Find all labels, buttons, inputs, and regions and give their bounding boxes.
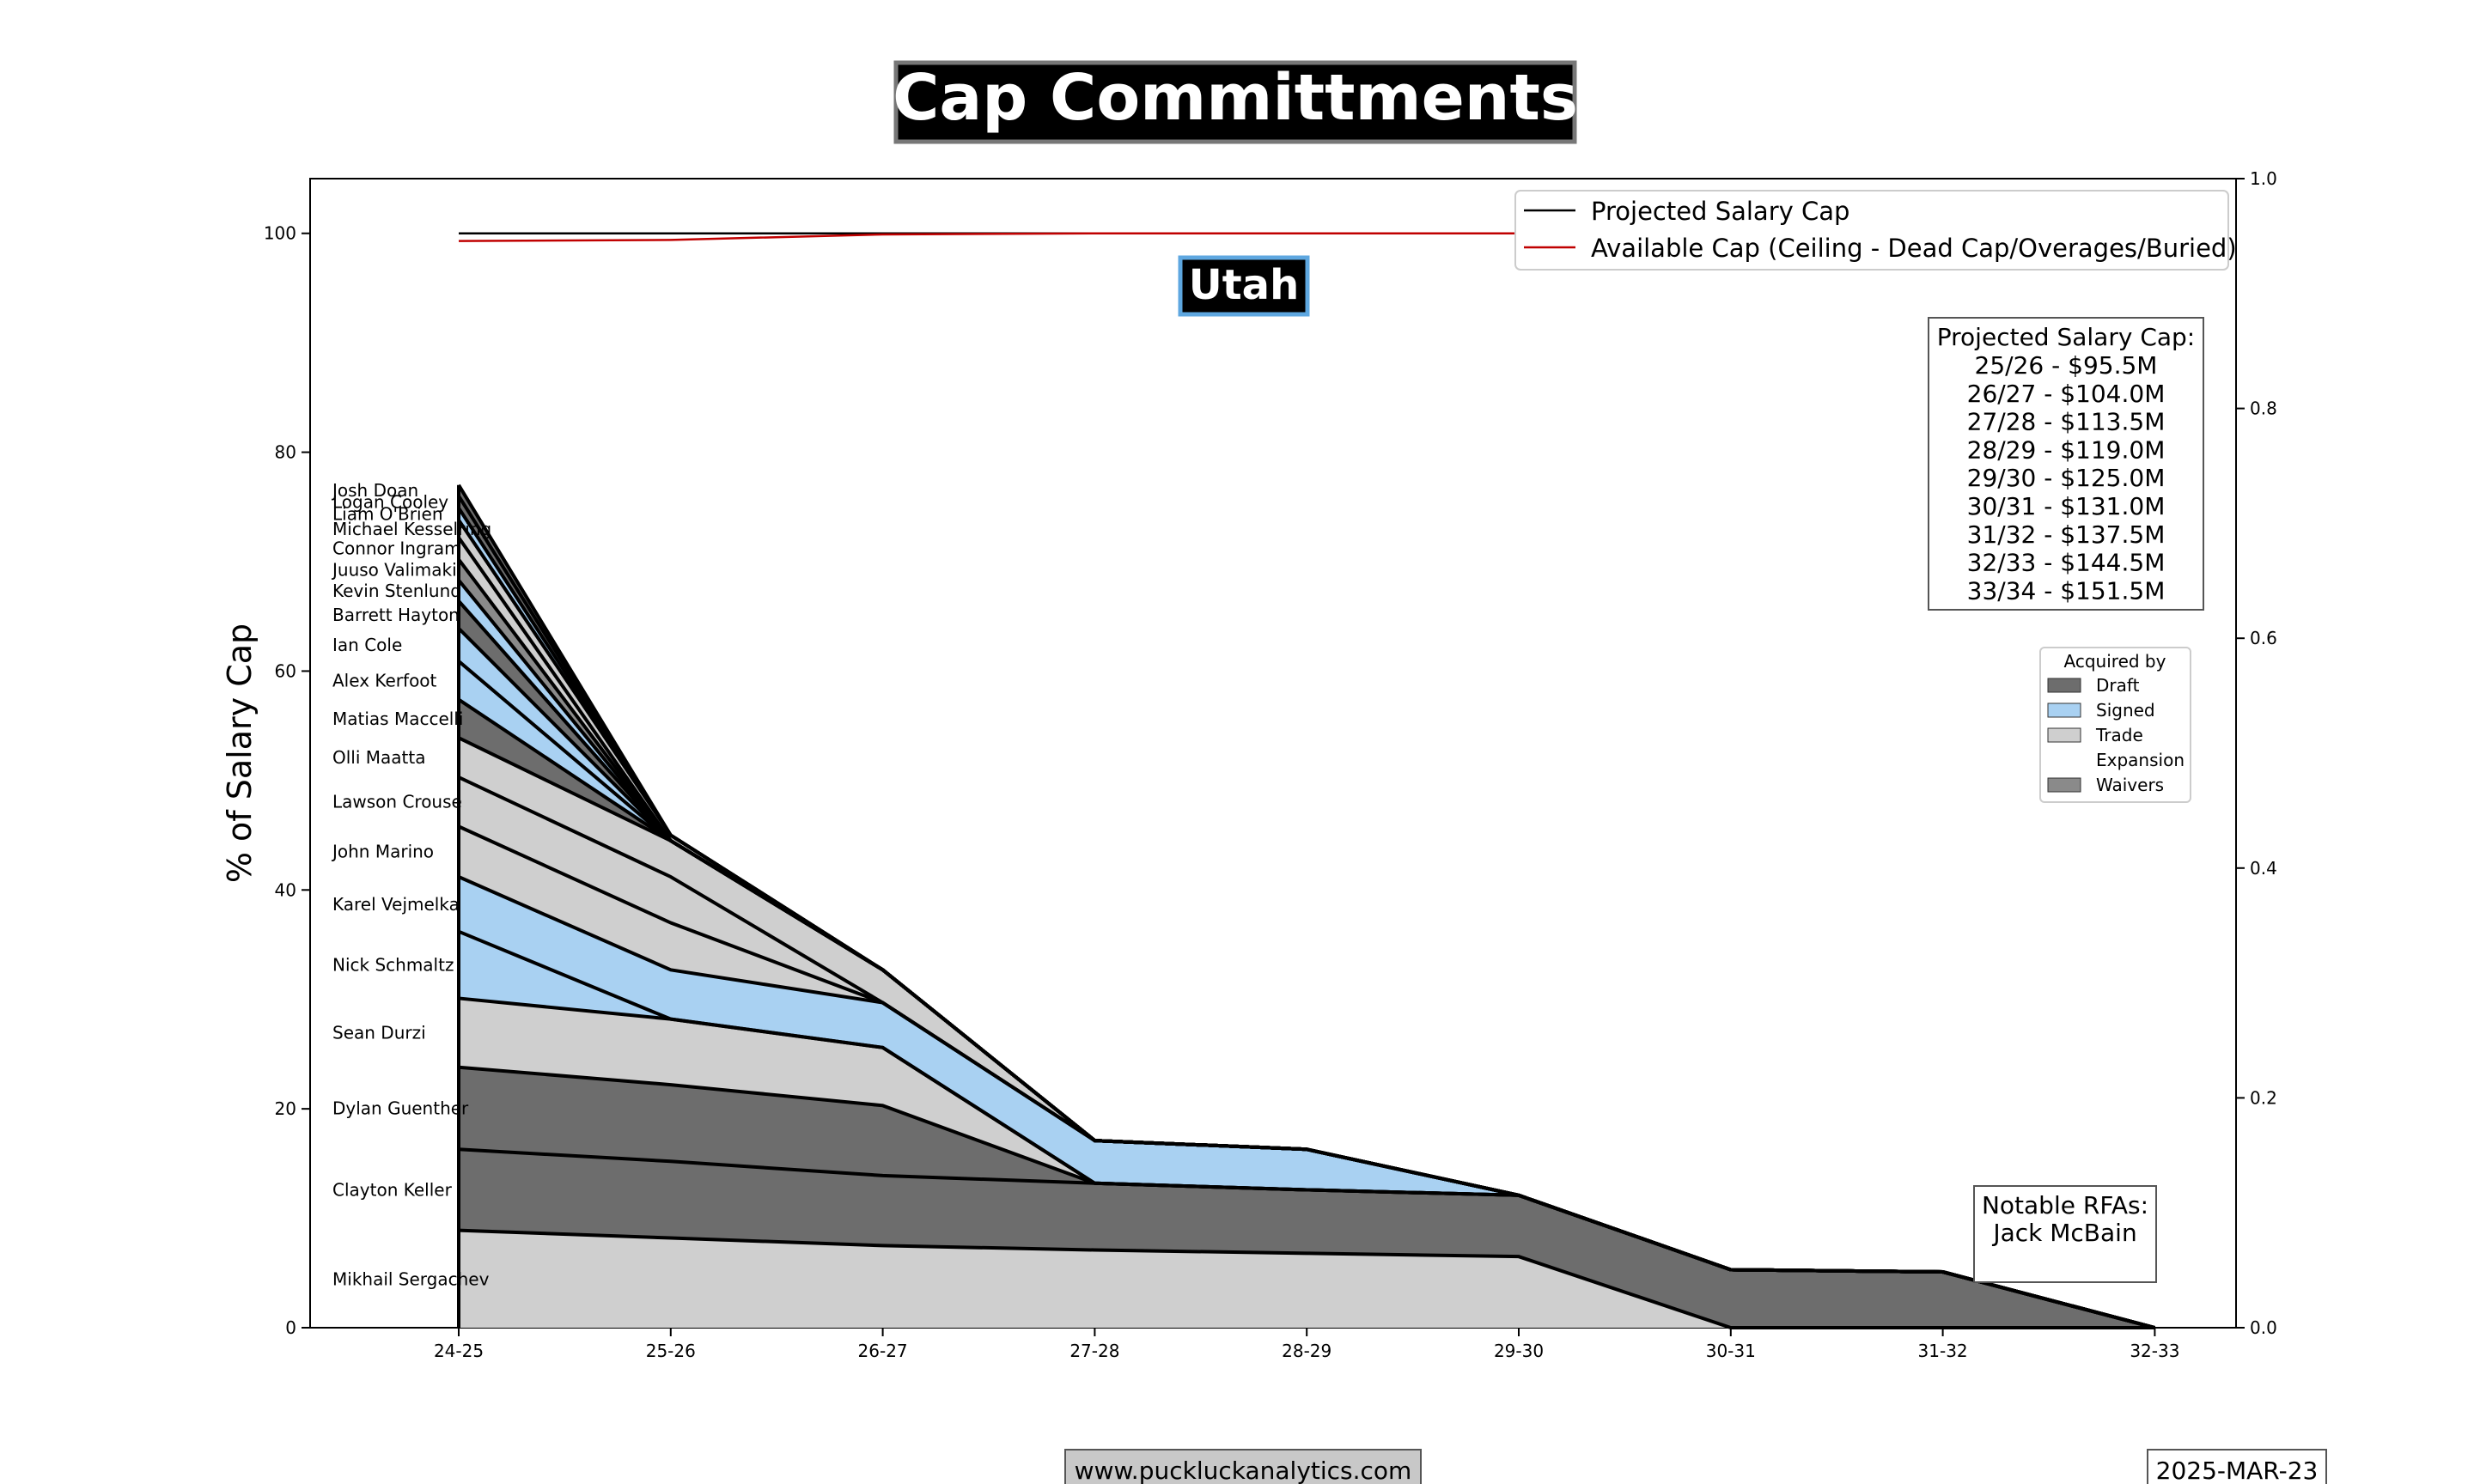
website-box — [1064, 1449, 1422, 1484]
player-labels: Mikhail Sergachev Clayton Keller Dylan Gue… — [331, 480, 491, 1289]
player-label: Barrett Hayton — [332, 605, 460, 625]
area-mikhail-sergachev — [459, 1230, 2155, 1328]
player-label: Karel Vejmelka — [332, 894, 460, 915]
player-label: Sean Durzi — [332, 1023, 426, 1043]
player-label: Kevin Stenlund — [332, 581, 461, 601]
projected-cap-box: Projected Salary Cap: 25/26 - $95.5M26/2… — [1928, 317, 2204, 611]
line-legend-box — [1514, 190, 2229, 271]
stacked-areas — [459, 484, 2155, 1328]
player-label: Matias Maccelli — [332, 709, 463, 729]
area-sean-durzi — [459, 998, 2155, 1328]
player-label: Dylan Guenther — [332, 1098, 469, 1119]
legend-projected-label: Projected Salary Cap — [1591, 197, 1849, 226]
y-tick-label: 60 — [275, 660, 296, 681]
x-tick-label: 29-30 — [1494, 1341, 1544, 1361]
legend-available-label: Available Cap (Ceiling - Dead Cap/Overag… — [1591, 234, 2237, 263]
acquired-swatch — [2047, 727, 2081, 743]
player-label: Juuso Valimaki — [331, 560, 457, 581]
right-y-tick-label: 0.6 — [2250, 628, 2277, 648]
player-label: Liam O'Brien — [332, 504, 443, 525]
notable-rfas-box: Notable RFAs: Jack McBain — [1973, 1185, 2157, 1283]
player-label: John Marino — [331, 842, 434, 862]
title-box — [893, 60, 1577, 144]
y-tick-label: 40 — [275, 879, 296, 900]
x-tick-label: 31-32 — [1918, 1341, 1968, 1361]
acquired-swatch — [2048, 753, 2081, 767]
projected-cap-line: 30/31 - $131.0M — [1967, 492, 2166, 520]
area-boundaries — [457, 484, 2155, 1329]
website-label: www.puckluckanalytics.com — [1075, 1457, 1412, 1484]
date-label: 2025-MAR-23 — [2156, 1457, 2319, 1484]
projected-cap-line: 27/28 - $113.5M — [1967, 408, 2166, 436]
projected-cap-line: 28/29 - $119.0M — [1967, 435, 2166, 464]
projected-cap-line: 33/34 - $151.5M — [1967, 576, 2166, 605]
acquired-label: Draft — [2096, 675, 2140, 696]
date-box — [2147, 1449, 2327, 1484]
y-axis-label: % of Salary Cap — [221, 623, 259, 883]
player-label: Nick Schmaltz — [332, 955, 454, 976]
player-label: Logan Cooley — [332, 492, 448, 513]
player-label: Josh Doan — [331, 480, 418, 501]
y-axis: 0 20 40 60 80 100 — [264, 223, 310, 1338]
projected-cap-line: 31/32 - $137.5M — [1967, 520, 2166, 549]
player-label: Michael Kesselring — [332, 519, 491, 539]
y-tick-label: 80 — [275, 442, 296, 463]
notable-rfas-title: Notable RFAs: — [1982, 1191, 2148, 1219]
x-tick-label: 25-26 — [646, 1341, 696, 1361]
x-tick-label: 26-27 — [858, 1341, 908, 1361]
player-label: Connor Ingram — [332, 538, 461, 559]
y-tick-label: 100 — [264, 223, 296, 244]
x-tick-label: 32-33 — [2130, 1341, 2179, 1361]
y-tick-label: 0 — [285, 1317, 296, 1338]
right-y-tick-label: 0.4 — [2250, 858, 2277, 879]
chart-title: Cap Committments — [893, 61, 1578, 135]
y-tick-label: 20 — [275, 1098, 296, 1119]
player-label: Clayton Keller — [332, 1179, 453, 1200]
projected-cap-line: 29/30 - $125.0M — [1967, 464, 2166, 492]
area-dylan-guenther — [459, 1067, 2155, 1328]
right-y-axis: 0.0 0.2 0.4 0.6 0.8 1.0 — [2236, 168, 2277, 1338]
player-label: Olli Maatta — [332, 747, 425, 768]
player-label: Lawson Crouse — [332, 792, 462, 812]
right-y-tick-label: 1.0 — [2250, 168, 2277, 189]
notable-rfas-frame — [1973, 1185, 2157, 1283]
player-label: Alex Kerfoot — [332, 670, 437, 690]
right-y-tick-label: 0.2 — [2250, 1087, 2277, 1108]
team-badge — [1178, 255, 1310, 317]
right-y-tick-label: 0.0 — [2250, 1317, 2277, 1338]
acquired-swatch — [2047, 678, 2081, 693]
notable-rfa-name: Jack McBain — [1991, 1219, 2136, 1247]
acquired-by-legend: Acquired by Draft Signed Trade Expansion Wai… — [2039, 647, 2191, 803]
x-tick-label: 27-28 — [1069, 1341, 1119, 1361]
projected-cap-title: Projected Salary Cap: — [1937, 323, 2195, 351]
acquired-label: Signed — [2096, 700, 2155, 721]
boundary-line — [458, 1228, 2155, 1329]
player-label: Mikhail Sergachev — [332, 1268, 490, 1289]
acquired-label: Trade — [2095, 725, 2143, 745]
acquired-swatch — [2047, 777, 2081, 793]
projected-cap-box-frame — [1928, 317, 2204, 611]
acquired-label: Waivers — [2096, 775, 2164, 795]
team-name: Utah — [1189, 261, 1299, 309]
projected-cap-line: 26/27 - $104.0M — [1967, 380, 2166, 408]
x-tick-label: 28-29 — [1282, 1341, 1331, 1361]
boundary-line — [457, 484, 2155, 1329]
projected-cap-line: 32/33 - $144.5M — [1967, 549, 2166, 577]
area-clayton-keller — [459, 1149, 2155, 1328]
line-legend: Projected Salary Cap Available Cap (Ceil… — [1514, 190, 2237, 271]
x-tick-label: 24-25 — [434, 1341, 484, 1361]
acquired-label: Expansion — [2096, 750, 2185, 770]
x-axis: 24-25 25-26 26-27 27-28 28-29 29-30 30-31 31-32… — [434, 1328, 2179, 1361]
player-label: Ian Cole — [332, 635, 402, 655]
x-tick-label: 30-31 — [1706, 1341, 1756, 1361]
acquired-legend-title: Acquired by — [2064, 651, 2166, 672]
acquired-swatch — [2047, 702, 2081, 718]
right-y-tick-label: 0.8 — [2250, 398, 2277, 419]
projected-cap-line: 25/26 - $95.5M — [1975, 351, 2158, 380]
